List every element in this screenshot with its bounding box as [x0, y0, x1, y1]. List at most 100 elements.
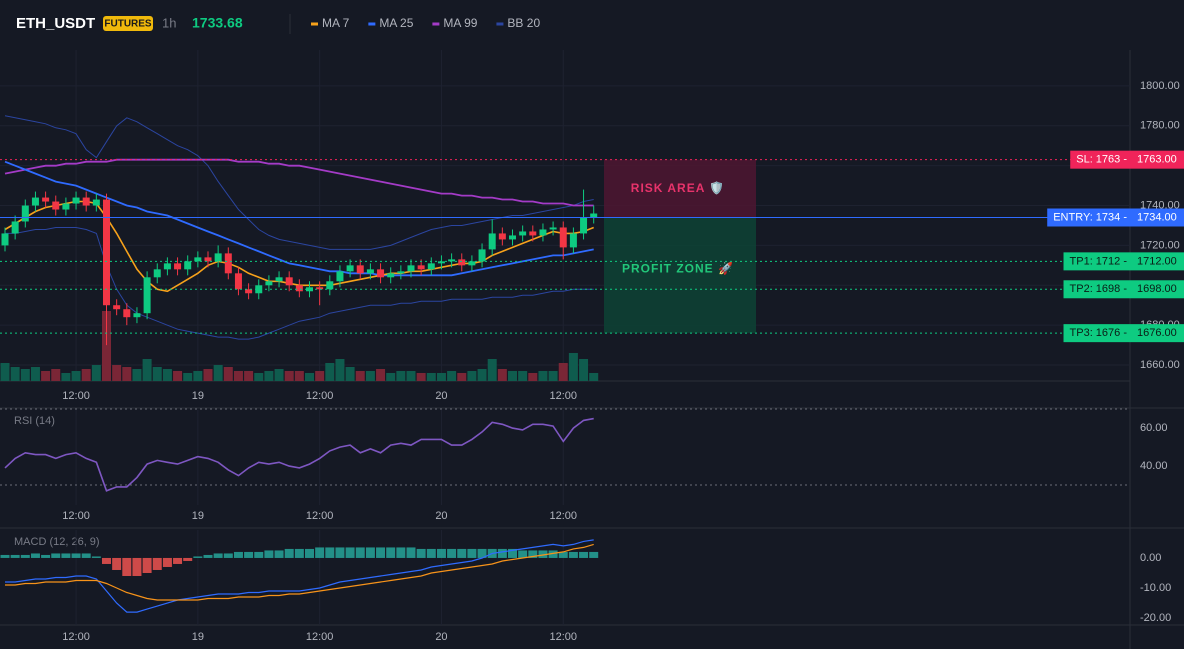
- volume-bar: [61, 373, 71, 381]
- macd-line: [5, 539, 594, 613]
- candle-body: [427, 263, 435, 270]
- volume-bar: [416, 373, 426, 381]
- macd-histogram: [41, 554, 51, 558]
- volume-bar: [152, 367, 162, 381]
- macd-histogram: [416, 548, 426, 558]
- interval: 1h: [162, 15, 176, 30]
- x-tick-label: 12:00: [62, 510, 90, 522]
- candle-body: [163, 263, 171, 270]
- volume-bar: [132, 369, 142, 381]
- badge-bg: [103, 16, 153, 31]
- candle-body: [285, 277, 293, 286]
- badge: FUTURES: [104, 19, 152, 30]
- macd-histogram: [518, 550, 528, 558]
- candle-body: [234, 273, 242, 290]
- macd-histogram: [548, 550, 558, 558]
- macd-line: [5, 543, 594, 601]
- candle-body: [468, 261, 476, 266]
- volume-bar: [162, 369, 172, 381]
- volume-bar: [91, 365, 101, 381]
- y-tick-label: -10.00: [1140, 582, 1171, 594]
- candle-body: [265, 281, 273, 286]
- candle-body: [11, 221, 19, 234]
- candle-body: [488, 233, 496, 250]
- candle-body: [113, 305, 121, 310]
- bollinger-band: [4, 115, 594, 250]
- legend-label: MA 99: [443, 16, 477, 30]
- x-tick-label: 12:00: [549, 631, 577, 643]
- volume-bar: [183, 373, 193, 381]
- macd-histogram: [10, 554, 20, 558]
- candle-body: [356, 265, 364, 274]
- macd-histogram: [528, 550, 538, 558]
- zone-label: PROFIT ZONE 🚀: [622, 261, 734, 275]
- level-price: 1676.00: [1137, 327, 1177, 339]
- x-tick-label: 12:00: [62, 631, 90, 643]
- candle-body: [245, 289, 253, 294]
- candle-body: [539, 229, 547, 236]
- volume-bar: [233, 371, 243, 381]
- level-price: 1698.00: [1137, 283, 1177, 295]
- candle-body: [62, 203, 70, 210]
- volume-bar: [518, 371, 528, 381]
- level-label-bg: [1063, 280, 1184, 299]
- level-label-bg: [1070, 150, 1184, 169]
- macd-histogram: [91, 556, 101, 558]
- volume-bar: [173, 371, 183, 381]
- volume-bar: [30, 367, 40, 381]
- candle-body: [387, 273, 395, 278]
- macd-histogram: [284, 548, 294, 558]
- candle-body: [42, 197, 50, 202]
- x-tick-label: 20: [435, 390, 447, 402]
- candle-body: [295, 285, 303, 292]
- macd-histogram: [589, 551, 599, 558]
- volume-bar: [284, 371, 294, 381]
- level-label-bg: [1063, 252, 1184, 271]
- symbol: ETH_USDT: [16, 15, 95, 32]
- volume-bar: [457, 373, 467, 381]
- macd-histogram: [447, 548, 457, 558]
- macd-histogram: [81, 553, 91, 558]
- macd-histogram: [365, 547, 375, 558]
- volume-bar: [244, 371, 254, 381]
- volume-bar: [264, 371, 274, 381]
- y-tick-label: -20.00: [1140, 612, 1171, 624]
- zone: [604, 159, 756, 218]
- level-label: TP2: 1698 -: [1070, 283, 1128, 295]
- zone: [604, 217, 756, 334]
- level-label: TP3: 1676 -: [1070, 327, 1128, 339]
- volume-bar: [335, 359, 345, 381]
- candle-body: [590, 213, 598, 218]
- candle-body: [21, 205, 29, 222]
- macd-histogram: [213, 553, 223, 558]
- volume-bar: [589, 373, 599, 381]
- moving-average: [4, 158, 594, 207]
- candle-body: [580, 217, 588, 234]
- candle-body: [549, 227, 557, 230]
- legend-label: BB 20: [507, 16, 540, 30]
- x-tick-label: 19: [192, 631, 204, 643]
- volume-bar: [203, 369, 213, 381]
- candle-body: [377, 269, 385, 278]
- rsi-line: [4, 417, 594, 492]
- macd-histogram: [244, 551, 254, 558]
- volume-bar: [497, 369, 507, 381]
- x-tick-label: 12:00: [62, 390, 90, 402]
- x-tick-label: 12:00: [306, 631, 334, 643]
- x-tick-label: 12:00: [549, 510, 577, 522]
- macd-histogram: [112, 557, 122, 570]
- candle-body: [498, 233, 506, 240]
- x-tick-label: 20: [435, 510, 447, 522]
- candle-body: [103, 199, 110, 306]
- candle-body: [224, 253, 232, 274]
- volume-bar: [102, 311, 111, 381]
- volume-bar: [51, 369, 61, 381]
- x-tick-label: 12:00: [306, 390, 334, 402]
- candle-body: [509, 235, 516, 240]
- y-tick-label: 1780.00: [1140, 120, 1180, 132]
- macd-histogram: [203, 554, 213, 558]
- volume-bar: [254, 373, 264, 381]
- volume-bar: [436, 373, 446, 381]
